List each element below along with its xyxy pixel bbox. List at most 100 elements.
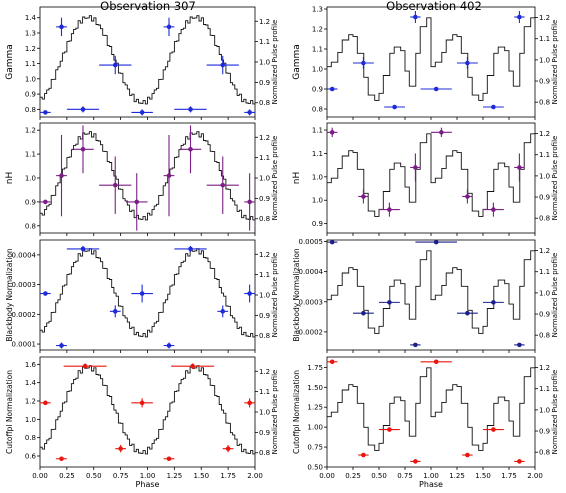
y2-tick-label: 1.0	[539, 56, 550, 64]
y2-tick-label: 1.2	[259, 251, 270, 259]
data-point	[413, 165, 418, 170]
data-point	[517, 342, 522, 348]
y-axis-label: Gamma	[292, 44, 302, 80]
data-point	[220, 182, 226, 188]
data-point	[413, 342, 418, 348]
data-point	[361, 452, 366, 458]
data-point	[433, 359, 439, 365]
y2-tick-label: 0.9	[259, 429, 270, 437]
x-tick-label: 1.25	[167, 472, 183, 480]
column-title-right: Observation 402	[386, 0, 482, 13]
y-tick-label: 1.0	[25, 75, 36, 83]
y2-tick-label: 0.8	[259, 215, 270, 223]
y-tick-label: 0.6	[25, 453, 37, 461]
data-point	[43, 291, 48, 296]
data-point	[247, 110, 252, 115]
data-point	[465, 310, 470, 316]
y2-tick-label: 1.2	[539, 14, 550, 22]
x-tick-label: 0.50	[371, 472, 387, 480]
y-tick-label: 0.75	[307, 444, 323, 452]
panel-obs402-blackbody: 0.0002 0.0003 0.0004 0.0005 0.8 0.9 1.0 1.1 1.2 B…	[292, 238, 559, 353]
y2-tick-label: 1.2	[539, 364, 550, 372]
data-point	[465, 452, 470, 458]
column-title-left: Observation 307	[100, 0, 196, 13]
y2-tick-label: 1.0	[259, 409, 270, 417]
data-point	[361, 310, 366, 316]
data-point	[59, 343, 64, 348]
data-point	[80, 147, 86, 152]
data-point	[517, 459, 522, 464]
data-point	[190, 363, 195, 369]
data-point	[491, 427, 496, 432]
panel-obs402-cutoffpl: 0.50 0.75 1.00 1.25 1.50 1.75 0.8 0.9 1.0 1.1 1.2 0…	[292, 356, 559, 489]
y-tick-label: 1.6	[25, 361, 37, 369]
pulse-profile-curve	[40, 15, 255, 105]
y-tick-label: 1.75	[307, 364, 323, 372]
data-point	[387, 207, 392, 212]
panel-obs402-gamma: 0.8 0.9 1.0 1.1 1.2 1.3 0.8 0.9 1.0 1.1 1.2 Gamma No…	[292, 6, 559, 120]
x-tick-label: 1.75	[501, 472, 517, 480]
data-point	[43, 199, 48, 205]
y-tick-label: 0.0003	[12, 281, 37, 289]
y2-tick-label: 1.0	[259, 292, 270, 300]
data-point	[59, 456, 64, 462]
data-point	[118, 446, 123, 451]
data-point	[139, 291, 145, 296]
y2-axis-label: Normalized Pulse profile	[271, 136, 279, 221]
data-point	[439, 130, 444, 135]
data-point	[433, 239, 439, 245]
x-tick-label: 1.75	[220, 472, 236, 480]
data-point	[80, 107, 86, 112]
x-tick-label: 2.00	[527, 472, 543, 480]
y-tick-label: 1.0	[312, 66, 323, 74]
data-point	[247, 199, 252, 205]
y-tick-label: 1.1	[312, 150, 323, 158]
y-tick-label: 1.2	[25, 127, 36, 135]
data-point	[139, 110, 145, 115]
x-tick-label: 2.00	[247, 472, 263, 480]
y2-tick-label: 0.9	[259, 195, 270, 203]
x-tick-label: 1.50	[193, 472, 209, 480]
y-tick-label: 0.8	[25, 434, 36, 442]
y-tick-label: 1.1	[312, 46, 323, 54]
y2-tick-label: 0.8	[259, 449, 270, 457]
y2-tick-label: 1.2	[539, 130, 550, 138]
y-tick-label: 0.0002	[12, 311, 37, 319]
y-tick-label: 0.0004	[12, 251, 37, 259]
data-point	[59, 24, 64, 30]
data-point	[361, 60, 366, 66]
data-point	[329, 130, 335, 135]
y-tick-label: 1.50	[307, 384, 323, 392]
y2-tick-label: 0.8	[259, 99, 270, 107]
y2-tick-label: 1.2	[259, 18, 270, 26]
y2-tick-label: 0.8	[539, 215, 550, 223]
y2-tick-label: 0.8	[539, 99, 550, 107]
y-tick-label: 0.0003	[299, 298, 324, 306]
data-point	[80, 246, 86, 252]
y-tick-label: 1.0	[312, 197, 323, 205]
y2-tick-label: 1.0	[539, 406, 550, 414]
y2-tick-label: 1.1	[539, 385, 550, 393]
y-tick-label: 0.8	[25, 222, 36, 230]
x-tick-label: 0.75	[113, 472, 129, 480]
y2-tick-label: 0.8	[259, 332, 270, 340]
x-axis-label: Phase	[419, 480, 443, 489]
y2-axis-label: Normalized Pulse profile	[271, 370, 279, 455]
data-point	[247, 400, 252, 406]
panel-obs402-nh: 0.9 1.0 1.0 1.1 1.1 0.8 0.9 1.0 1.1 1.2 nH Normaliz…	[292, 122, 559, 236]
y2-axis-label: Normalized Pulse profile	[551, 136, 559, 221]
x-axis-label: Phase	[136, 480, 160, 489]
y-tick-label: 0.0002	[299, 328, 324, 336]
pulse-profile-curve	[40, 131, 255, 221]
data-point	[43, 110, 48, 115]
y-axis-label: Blackbody Normalization	[5, 248, 14, 342]
x-tick-label: 1.50	[475, 472, 491, 480]
x-tick-label: 0.25	[345, 472, 361, 480]
y2-tick-label: 1.2	[259, 368, 270, 376]
pulse-profile-curve	[327, 17, 535, 101]
data-point	[387, 427, 392, 432]
y-tick-label: 1.0	[312, 173, 323, 181]
data-point	[329, 239, 335, 245]
data-point	[517, 165, 522, 170]
data-point	[166, 343, 172, 348]
